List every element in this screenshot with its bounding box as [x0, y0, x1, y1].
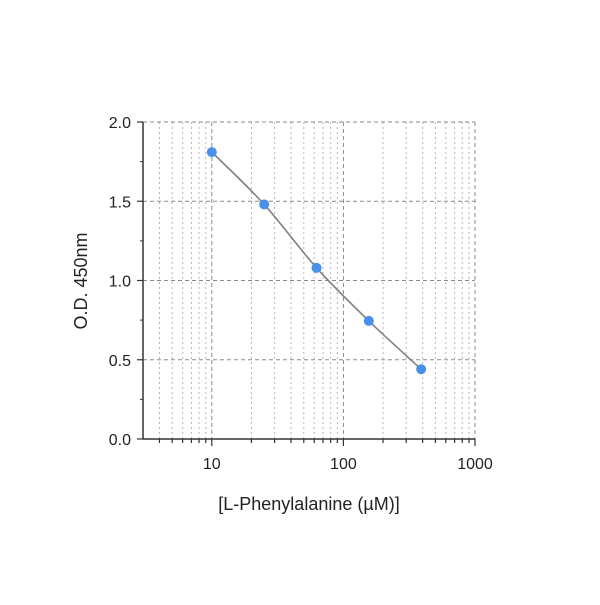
y-tick-label: 1.0: [109, 274, 131, 291]
x-tick-label: 100: [330, 456, 357, 473]
data-points: [206, 147, 427, 375]
y-tick-label: 0.5: [109, 353, 131, 370]
data-point: [416, 364, 427, 375]
data-point: [363, 315, 374, 326]
fit-curve: [211, 151, 422, 370]
x-axis-title: [L-Phenylalanine (µM)]: [218, 494, 399, 514]
data-point: [259, 199, 270, 210]
x-tick-label: 1000: [457, 456, 493, 473]
fit-curve-group: [211, 151, 422, 370]
y-tick-label: 0.0: [109, 432, 131, 449]
x-tick-label: 10: [203, 456, 221, 473]
data-point: [311, 262, 322, 273]
grid: [143, 121, 476, 439]
y-axis-title: O.D. 450nm: [71, 232, 91, 329]
ticks: 0.0 0.5 1.0 1.5 2.0 10 100 1000: [109, 115, 493, 473]
data-point: [206, 147, 217, 158]
y-tick-label: 1.5: [109, 194, 131, 211]
y-tick-label: 2.0: [109, 115, 131, 132]
